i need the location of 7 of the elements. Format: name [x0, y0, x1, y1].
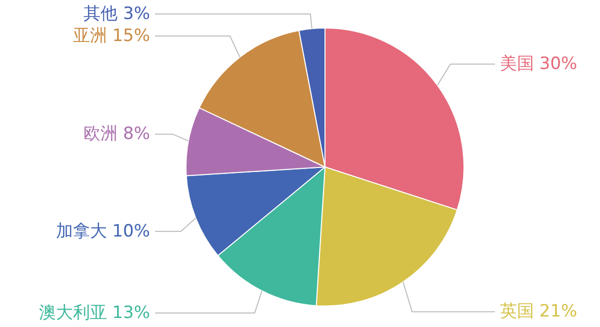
slice-label: 亚洲 15%: [72, 26, 150, 46]
slice-label: 澳大利亚 13%: [38, 303, 150, 323]
slice-label: 加拿大 10%: [56, 221, 150, 242]
slice-label: 其他 3%: [84, 4, 150, 24]
slice-label: 英国 21%: [500, 302, 578, 322]
slice-label: 美国 30%: [500, 54, 578, 74]
slice-label: 欧洲 8%: [84, 124, 150, 144]
